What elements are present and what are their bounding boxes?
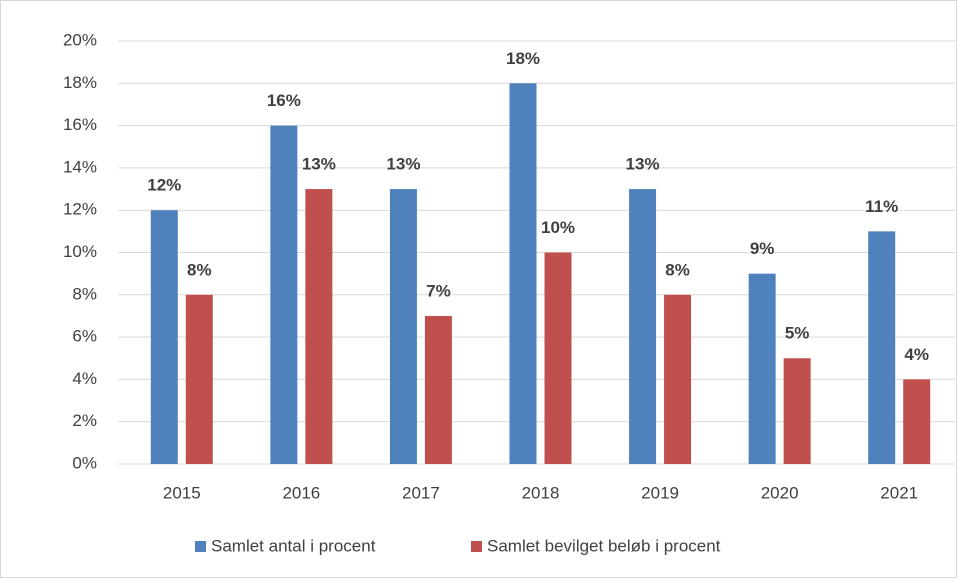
legend-swatch — [195, 541, 206, 552]
y-tick-label: 10% — [63, 242, 97, 261]
y-tick-label: 18% — [63, 73, 97, 92]
x-tick-label: 2017 — [402, 483, 440, 502]
bar — [544, 252, 572, 464]
value-label: 12% — [147, 176, 181, 195]
bar — [664, 294, 692, 464]
x-tick-label: 2021 — [880, 483, 918, 502]
legend-swatch — [471, 541, 482, 552]
value-label: 8% — [187, 260, 212, 279]
bar — [305, 189, 333, 465]
y-tick-label: 8% — [72, 284, 97, 303]
bar — [868, 231, 896, 464]
value-label: 13% — [302, 155, 336, 174]
value-label: 7% — [426, 281, 451, 300]
x-tick-label: 2016 — [282, 483, 320, 502]
bar — [903, 379, 931, 464]
value-label: 4% — [904, 345, 929, 364]
x-tick-label: 2020 — [761, 483, 799, 502]
x-tick-label: 2018 — [522, 483, 560, 502]
y-tick-label: 20% — [63, 30, 97, 49]
x-tick-label: 2019 — [641, 483, 679, 502]
value-label: 18% — [506, 49, 540, 68]
bar — [629, 189, 657, 465]
legend-label: Samlet antal i procent — [211, 536, 376, 555]
y-tick-label: 12% — [63, 200, 97, 219]
value-label: 16% — [267, 91, 301, 110]
bar — [185, 294, 213, 464]
value-label: 11% — [865, 197, 898, 216]
bar — [509, 83, 537, 465]
bar — [270, 125, 298, 464]
bar — [424, 315, 452, 464]
bar — [150, 210, 178, 464]
y-tick-label: 0% — [72, 453, 97, 472]
legend-label: Samlet bevilget beløb i procent — [487, 536, 721, 555]
value-label: 9% — [750, 239, 775, 258]
value-label: 5% — [785, 324, 810, 343]
bar — [748, 273, 776, 464]
y-tick-label: 14% — [63, 157, 97, 176]
y-tick-label: 2% — [72, 411, 97, 430]
x-tick-label: 2015 — [163, 483, 201, 502]
value-label: 10% — [541, 218, 575, 237]
bar — [389, 189, 417, 465]
bar — [783, 358, 811, 464]
y-tick-label: 4% — [72, 369, 97, 388]
value-label: 8% — [665, 260, 690, 279]
value-label: 13% — [626, 155, 660, 174]
y-tick-label: 6% — [72, 327, 97, 346]
y-tick-label: 16% — [63, 115, 97, 134]
value-label: 13% — [386, 155, 420, 174]
